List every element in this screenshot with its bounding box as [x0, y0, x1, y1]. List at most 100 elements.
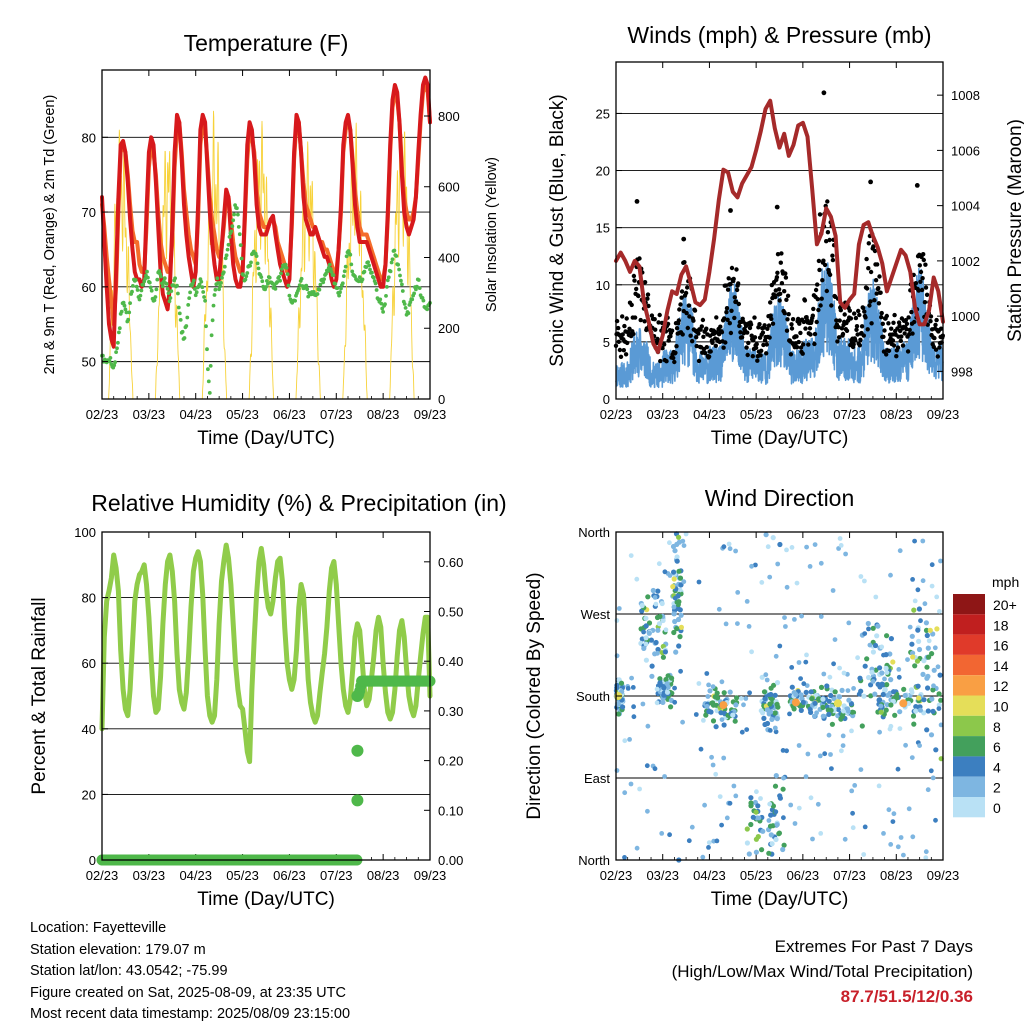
- gust-point: [732, 315, 737, 321]
- direction-point: [781, 775, 786, 781]
- gust-point: [803, 326, 808, 331]
- direction-point: [906, 806, 912, 812]
- direction-point: [631, 714, 637, 720]
- dewpoint-point: [267, 275, 272, 280]
- dewpoint-point: [299, 276, 304, 281]
- x-tick-label: 05/23: [740, 407, 773, 422]
- direction-point: [810, 836, 815, 842]
- direction-point: [843, 551, 848, 557]
- direction-point: [710, 718, 717, 724]
- gust-point: [776, 287, 782, 292]
- gust-point: [616, 325, 621, 331]
- gust-point: [879, 310, 884, 316]
- direction-point: [780, 748, 786, 753]
- precip-point: [351, 794, 364, 807]
- gust-point: [811, 306, 816, 312]
- direction-point: [672, 595, 678, 601]
- direction-point: [683, 531, 689, 537]
- direction-point: [923, 849, 929, 855]
- chart-title: Relative Humidity (%) & Precipitation (i…: [91, 490, 506, 516]
- direction-point: [727, 546, 733, 552]
- gust-point: [816, 258, 822, 264]
- dewpoint-point: [283, 262, 288, 267]
- gust-point: [743, 323, 749, 329]
- dewpoint-point: [317, 287, 322, 292]
- direction-point: [869, 669, 875, 675]
- dewpoint-point: [337, 293, 341, 298]
- direction-point: [774, 716, 780, 722]
- direction-point: [663, 627, 669, 633]
- direction-point: [726, 541, 732, 547]
- x-axis-label: Time (Day/UTC): [711, 889, 849, 910]
- dewpoint-point: [386, 275, 391, 280]
- dewpoint-point: [139, 288, 144, 293]
- gust-point: [669, 328, 675, 333]
- x-tick-label: 06/23: [273, 407, 306, 422]
- gust-point: [806, 342, 811, 347]
- gust-point: [762, 323, 767, 328]
- gust-point: [890, 332, 895, 337]
- dewpoint-point: [223, 256, 228, 261]
- dewpoint-point: [236, 225, 241, 229]
- gust-point: [696, 331, 701, 336]
- gust-point: [865, 327, 870, 332]
- dewpoint-point: [112, 363, 117, 368]
- chart-title: Temperature (F): [184, 30, 349, 56]
- gust-point: [827, 272, 833, 277]
- gust-point: [856, 308, 861, 314]
- dewpoint-point: [392, 248, 397, 253]
- gust-point: [905, 349, 911, 354]
- direction-point: [840, 733, 846, 739]
- dewpoint-point: [217, 287, 222, 292]
- y-tick-label: South: [576, 689, 610, 704]
- dewpoint-point: [167, 299, 172, 304]
- direction-point: [772, 725, 778, 731]
- direction-point: [767, 728, 773, 733]
- direction-point: [916, 695, 922, 701]
- direction-point: [653, 601, 659, 607]
- legend-swatch: [953, 675, 985, 696]
- gust-point: [783, 275, 789, 280]
- dewpoint-point: [333, 282, 338, 286]
- direction-point: [820, 696, 826, 702]
- direction-point: [706, 840, 712, 845]
- gust-point: [864, 286, 870, 291]
- dewpoint-point: [166, 291, 171, 295]
- x-tick-label: 05/23: [226, 868, 259, 883]
- extremes-values: 87.7/51.5/12/0.36: [840, 987, 973, 1006]
- direction-point: [760, 828, 766, 834]
- dewpoint-point: [148, 285, 153, 290]
- direction-point: [674, 558, 680, 564]
- x-tick-label: 07/23: [320, 868, 353, 883]
- direction-point: [664, 689, 671, 695]
- direction-point: [768, 812, 774, 818]
- plot-frame: [615, 61, 944, 400]
- dewpoint-point: [161, 284, 165, 289]
- direction-point: [671, 604, 677, 610]
- gust-point: [770, 321, 776, 326]
- direction-point: [849, 709, 856, 715]
- gust-point: [827, 237, 832, 243]
- gust-point: [714, 315, 719, 320]
- direction-point: [756, 815, 762, 821]
- direction-point: [935, 664, 941, 670]
- legend-swatch: [953, 654, 985, 676]
- dewpoint-point: [162, 276, 167, 281]
- direction-point: [875, 623, 881, 629]
- direction-point: [628, 781, 634, 787]
- legend-label: 2: [993, 780, 1001, 796]
- direction-point: [646, 630, 652, 636]
- gust-point: [937, 345, 942, 350]
- direction-point: [832, 689, 838, 695]
- x-tick-label: 04/23: [693, 868, 726, 883]
- direction-point: [888, 723, 894, 729]
- direction-point: [884, 682, 890, 688]
- legend-label: 0: [993, 800, 1001, 816]
- direction-point: [845, 688, 851, 693]
- direction-point: [878, 703, 884, 709]
- direction-point: [913, 708, 919, 714]
- gust-point: [916, 288, 921, 293]
- direction-point: [654, 700, 660, 706]
- dewpoint-point: [331, 273, 336, 277]
- legend-swatch: [953, 695, 985, 716]
